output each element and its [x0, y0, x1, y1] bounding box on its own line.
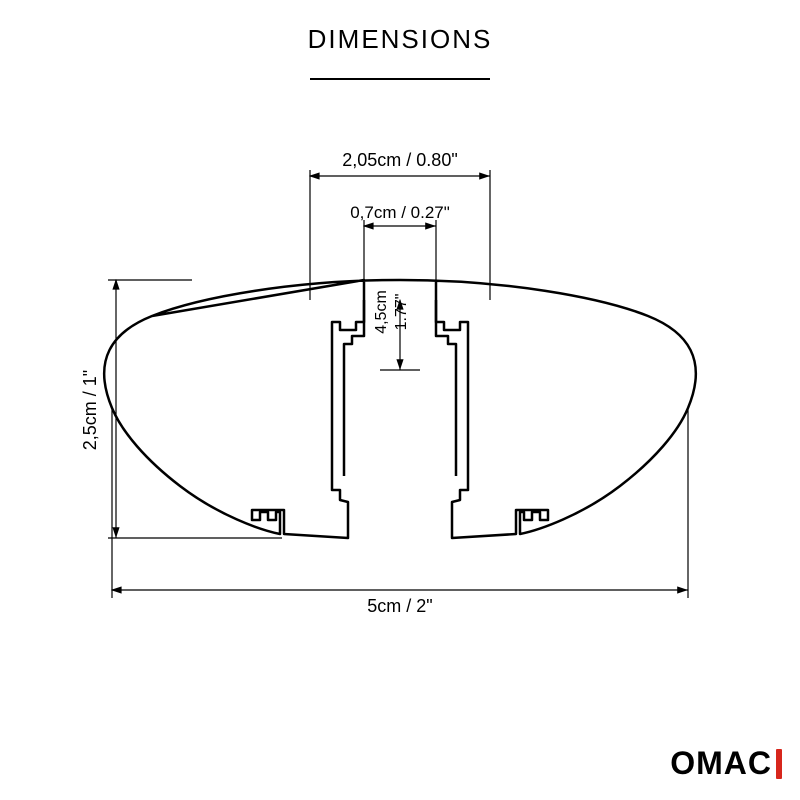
- brand-logo-bar: [776, 749, 782, 779]
- brand-logo: OMAC: [670, 745, 782, 782]
- dimension-label: 5cm / 2": [367, 596, 432, 616]
- dimension-label: 2,05cm / 0.80": [342, 150, 457, 170]
- dimension-label: 2,5cm / 1": [80, 370, 100, 450]
- dimension-diagram: 5cm / 2" 2,5cm / 1" 2,05cm / 0.80" 0,7cm / …: [0, 0, 800, 800]
- brand-logo-text: OMAC: [670, 745, 772, 782]
- dimension-label: 0,7cm / 0.27": [350, 203, 450, 222]
- dimension-label: 1.77": [393, 294, 410, 331]
- dimension-label: 4,5cm: [373, 290, 390, 334]
